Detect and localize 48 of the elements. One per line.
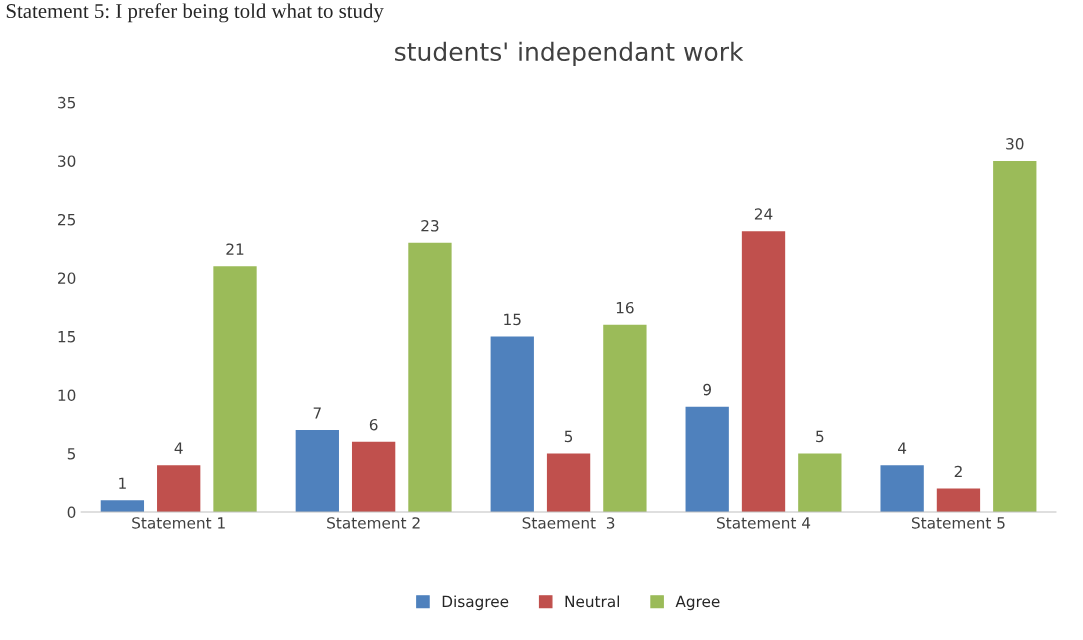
data-label: 4 (174, 442, 183, 454)
bar (213, 266, 257, 512)
y-tick-label: 35 (58, 96, 76, 109)
y-tick-label: 25 (58, 213, 76, 226)
legend-label: Agree (675, 595, 720, 611)
bar (880, 465, 924, 512)
x-tick-label: Statement 4 (717, 517, 811, 529)
legend-label: Disagree (442, 595, 509, 611)
bar (741, 231, 786, 512)
bar (100, 500, 145, 512)
x-tick-label: Statement 1 (132, 517, 225, 529)
bar (993, 160, 1037, 512)
y-tick-label: 20 (58, 272, 76, 284)
data-label: 21 (226, 243, 244, 255)
data-label: 5 (816, 430, 824, 443)
bar (490, 336, 534, 512)
data-label: 4 (898, 442, 907, 454)
data-label: 7 (313, 407, 321, 419)
x-tick-label: Statement 5 (911, 517, 1005, 529)
bar (295, 430, 339, 512)
data-label: 9 (703, 383, 711, 396)
legend-label: Neutral (565, 595, 619, 608)
x-tick-label: Staement 3 (522, 517, 615, 529)
data-label: 23 (421, 219, 439, 232)
data-label: 15 (504, 313, 521, 326)
data-label: 5 (564, 430, 573, 443)
bar (408, 242, 452, 512)
bar (546, 453, 591, 512)
text: Statement 5: I prefer being told what to study (6, 3, 384, 23)
y-tick-label: 30 (58, 155, 76, 167)
bar (936, 488, 981, 512)
y-tick-label: 0 (67, 506, 76, 519)
y-tick-label: 5 (67, 448, 76, 460)
bar (685, 406, 729, 512)
data-label: 1 (119, 477, 126, 489)
bar (157, 465, 201, 512)
chart-title: students' independant work (395, 41, 744, 66)
bar (798, 453, 842, 512)
y-tick-label: 15 (58, 331, 76, 343)
data-label: 6 (369, 418, 378, 431)
data-label: 16 (616, 301, 634, 314)
bar (351, 441, 396, 512)
y-tick-label: 10 (58, 389, 76, 401)
data-label: 2 (954, 465, 962, 478)
x-tick-label: Statement 2 (327, 517, 420, 529)
data-label: 24 (754, 208, 773, 220)
bar (603, 324, 647, 512)
data-label: 30 (1006, 138, 1024, 150)
